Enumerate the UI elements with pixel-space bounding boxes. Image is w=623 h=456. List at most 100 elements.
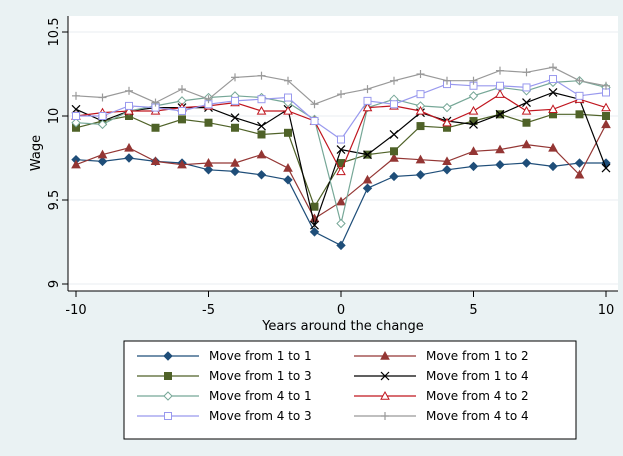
legend-item: Move from 1 to 1	[137, 349, 312, 363]
x-tick-label: -10	[65, 303, 86, 318]
data-point	[336, 145, 346, 155]
data-point	[389, 130, 399, 139]
data-point	[522, 83, 531, 92]
y-tick-label: 10	[47, 108, 62, 125]
data-point	[164, 412, 172, 420]
legend-box	[123, 340, 577, 440]
legend-label: Move from 4 to 3	[209, 409, 312, 423]
data-point	[283, 163, 293, 172]
x-tick-label: 10	[598, 303, 615, 318]
series	[71, 63, 611, 251]
data-point	[443, 76, 451, 85]
data-point	[442, 156, 452, 166]
data-point	[574, 158, 585, 168]
data-point	[362, 183, 373, 193]
data-point	[71, 118, 81, 128]
data-point	[337, 90, 345, 99]
data-point	[256, 105, 267, 115]
data-point	[495, 144, 505, 154]
data-point	[601, 119, 611, 129]
data-point	[468, 146, 479, 155]
data-point	[178, 85, 186, 94]
data-point	[602, 112, 610, 120]
data-point	[309, 227, 320, 237]
legend-label: Move from 1 to 1	[209, 349, 312, 363]
legend-item: Move from 1 to 4	[354, 369, 529, 383]
data-point	[363, 85, 372, 94]
data-point	[98, 112, 107, 120]
legend-label: Move from 1 to 2	[426, 349, 529, 363]
gridlines	[68, 31, 618, 285]
data-point	[390, 76, 398, 85]
data-point	[125, 86, 133, 95]
data-point	[98, 93, 107, 102]
data-point	[415, 170, 426, 180]
data-point	[390, 100, 398, 109]
legend-label: Move from 4 to 1	[209, 389, 312, 403]
legend: Move from 1 to 1 Move from 1 to 2 Move fro…	[137, 349, 529, 423]
data-point	[495, 109, 505, 119]
data-point	[389, 152, 399, 162]
data-point	[231, 123, 239, 132]
data-point	[163, 391, 173, 401]
data-point	[71, 104, 81, 114]
data-point	[442, 165, 452, 175]
data-point	[178, 115, 186, 124]
data-point	[521, 158, 532, 168]
y-tick-label: 9.5	[47, 190, 62, 211]
data-point	[574, 169, 585, 179]
data-point	[284, 76, 292, 85]
legend-label: Move from 1 to 4	[426, 369, 529, 383]
data-point	[231, 73, 239, 82]
data-point	[415, 105, 426, 115]
data-point	[310, 100, 319, 109]
data-point	[548, 88, 558, 97]
data-point	[72, 91, 80, 100]
data-point	[381, 412, 389, 420]
data-point	[380, 350, 390, 360]
data-point	[601, 163, 611, 173]
data-point	[389, 171, 399, 182]
data-point	[257, 71, 266, 80]
data-point	[416, 90, 425, 99]
legend-label: Move from 4 to 4	[426, 409, 529, 423]
data-point	[495, 160, 505, 170]
data-point	[362, 174, 373, 184]
data-point	[416, 70, 425, 78]
data-point	[204, 118, 213, 127]
data-point	[548, 142, 558, 152]
data-point	[468, 161, 479, 172]
axes	[67, 16, 618, 292]
data-point	[549, 75, 557, 84]
data-point	[97, 119, 108, 130]
data-point	[284, 93, 292, 102]
data-point	[380, 390, 390, 400]
legend-item: Move from 4 to 4	[354, 409, 529, 423]
data-point	[163, 351, 173, 361]
data-point	[468, 91, 479, 101]
data-point	[257, 95, 266, 104]
data-point	[363, 150, 372, 160]
data-point	[230, 166, 240, 177]
data-point	[495, 89, 505, 98]
data-point	[415, 154, 426, 164]
data-point	[151, 98, 160, 107]
data-point	[178, 106, 186, 115]
data-point	[230, 158, 240, 167]
y-axis-label: Wage	[29, 135, 44, 171]
data-point	[416, 122, 425, 131]
data-point	[231, 96, 239, 105]
data-point	[549, 63, 557, 72]
data-point	[521, 139, 532, 149]
data-point	[124, 142, 134, 152]
legend-label: Move from 4 to 2	[426, 389, 529, 403]
legend-item: Move from 1 to 3	[137, 369, 312, 383]
data-point	[124, 153, 134, 163]
data-point	[336, 218, 346, 229]
data-point	[164, 372, 172, 380]
data-point	[336, 166, 346, 176]
data-point	[151, 123, 160, 132]
data-point	[230, 113, 240, 123]
series-3	[72, 110, 610, 211]
